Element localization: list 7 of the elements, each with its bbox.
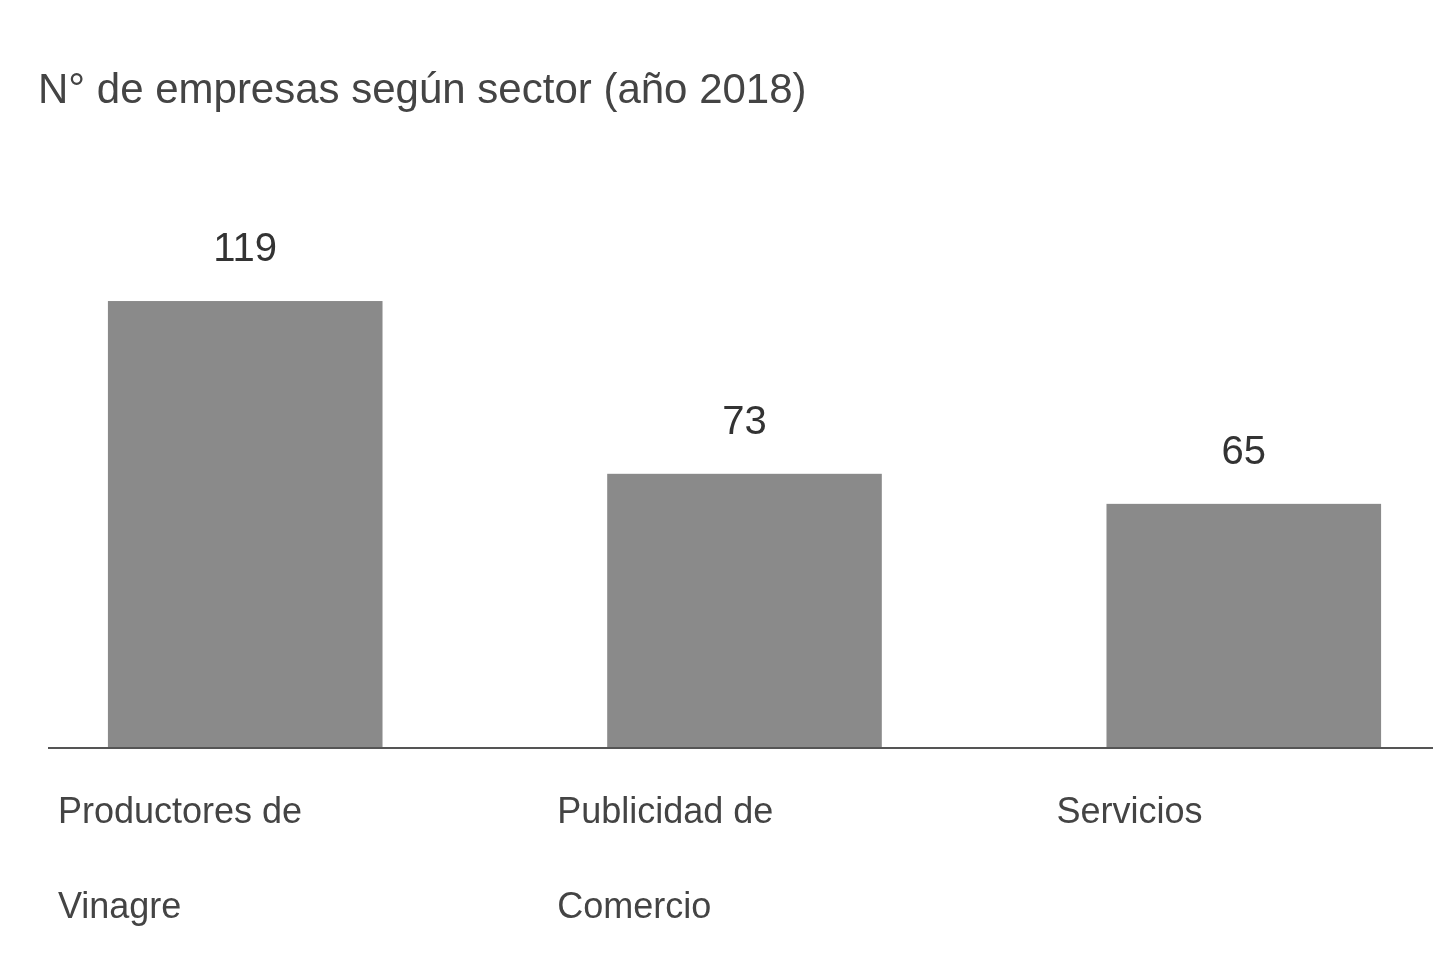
chart-title: N° de empresas según sector (año 2018) xyxy=(38,65,807,112)
category-label: Publicidad de Comercio xyxy=(557,790,774,926)
data-label: 65 xyxy=(1221,427,1267,472)
category-label: Productores de Vinagre xyxy=(57,790,303,926)
data-label: 73 xyxy=(722,397,767,442)
data-label: 119 xyxy=(213,225,278,270)
x-tick-label: Servicios xyxy=(1056,790,1203,831)
